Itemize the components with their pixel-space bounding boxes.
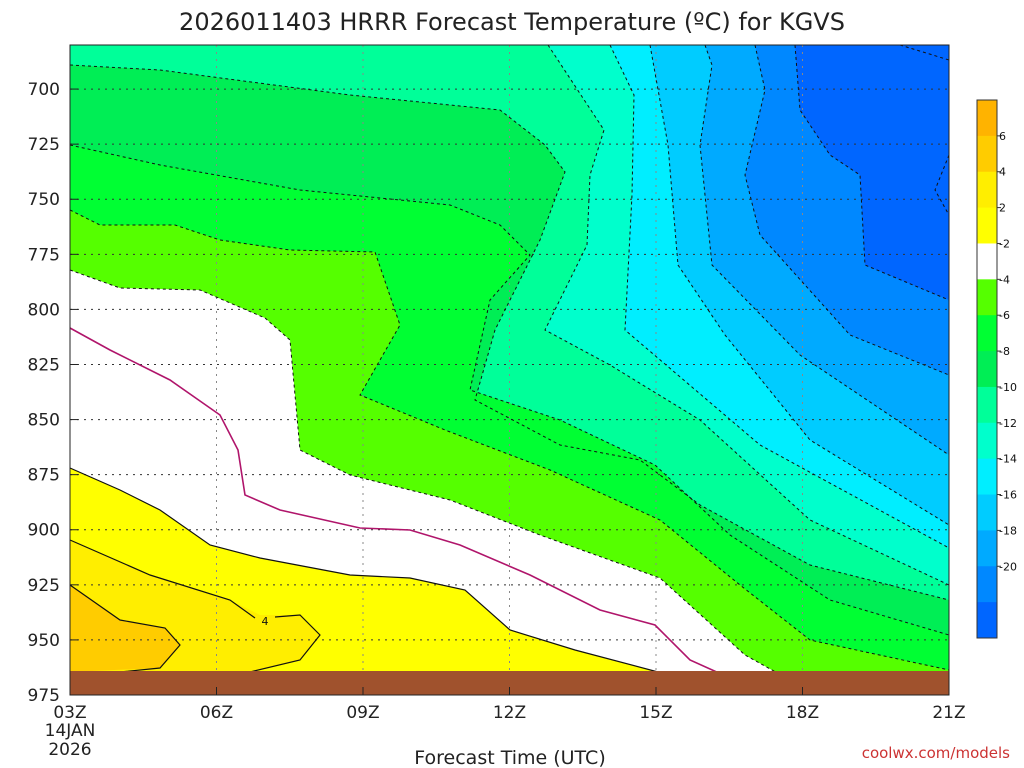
isotherm-dashed	[69, 64, 950, 601]
colorbar-tick-label: 4	[999, 166, 1006, 179]
y-tick-label: 825	[28, 355, 60, 375]
colorbar-swatch	[977, 315, 997, 352]
x-tick-label: 03Z	[53, 703, 86, 723]
y-tick-label: 775	[28, 245, 60, 265]
isotherm-dashed	[609, 44, 950, 549]
x-axis-label: Forecast Time (UTC)	[414, 747, 605, 768]
colorbar-swatch	[977, 566, 997, 603]
y-tick-label: 700	[28, 80, 60, 100]
colorbar: 6 4 2 -2 -4 -6 -8 -10 -12 -14 -16 -18 -20	[976, 99, 1017, 639]
y-tick-label: 925	[28, 576, 60, 596]
colorbar-tick-label: -12	[999, 417, 1017, 430]
credit-text: coolwx.com/models	[862, 744, 1010, 762]
colorbar-swatch	[977, 243, 997, 280]
colorbar-tick-label: -20	[999, 560, 1017, 573]
colorbar-swatch	[977, 279, 997, 316]
chart-title: 2026011403 HRRR Forecast Temperature (ºC…	[179, 8, 845, 36]
y-tick-label: 750	[28, 190, 60, 210]
isotherm-dashed	[794, 44, 950, 301]
colorbar-tick-label: -2	[999, 237, 1010, 250]
x-tick-label: 12Z	[493, 703, 526, 723]
colorbar-tick-label: -4	[999, 273, 1010, 286]
contour-label: 4	[262, 615, 269, 628]
isotherm-dashed	[649, 44, 950, 526]
isotherm-solid	[69, 539, 256, 619]
colorbar-tick-label: -6	[999, 309, 1010, 322]
y-tick-label: 850	[28, 411, 60, 431]
y-tick-label: 800	[28, 300, 60, 320]
x-tick-label: 09Z	[346, 703, 379, 723]
x-tick-label: 18Z	[786, 703, 819, 723]
colorbar-swatch	[977, 386, 997, 424]
x-start-year: 2026	[48, 740, 91, 760]
y-tick-label: 875	[28, 466, 60, 486]
colorbar-tick-label: -18	[999, 524, 1017, 537]
x-tick-label: 15Z	[639, 703, 672, 723]
colorbar-tick-label: -14	[999, 453, 1017, 466]
y-tick-label: 900	[28, 521, 60, 541]
isotherm-contours: 4	[69, 44, 950, 681]
x-axis: 03Z 06Z 09Z 12Z 15Z 18Z 21Z	[53, 687, 966, 723]
y-tick-label: 975	[28, 686, 60, 706]
colorbar-tick-label: -8	[999, 345, 1010, 358]
colorbar-tick-label: 6	[999, 130, 1006, 143]
y-tick-label: 725	[28, 135, 60, 155]
isotherm-dashed	[544, 44, 950, 586]
x-start-day: 14JAN	[45, 721, 96, 741]
isotherm-dashed	[69, 209, 950, 671]
isotherm-solid	[69, 467, 659, 673]
colorbar-swatch	[977, 458, 997, 496]
isotherm-dashed	[744, 44, 950, 376]
isotherm-dashed	[69, 144, 950, 636]
colorbar-swatch	[977, 602, 997, 639]
colorbar-frame	[976, 99, 998, 639]
colorbar-swatch	[977, 207, 997, 244]
colorbar-swatch	[977, 171, 997, 209]
freezing-isotherm	[69, 327, 731, 679]
x-tick-label: 06Z	[200, 703, 233, 723]
colorbar-swatch	[977, 351, 997, 388]
isotherm-dashed	[699, 44, 950, 456]
colorbar-tick-label: -16	[999, 489, 1017, 502]
colorbar-swatch	[977, 100, 997, 137]
plot-area: 4	[69, 44, 950, 696]
isotherm-solid	[69, 584, 181, 673]
y-tick-label: 950	[28, 631, 60, 651]
colorbar-swatch	[977, 135, 997, 173]
colorbar-swatch	[977, 422, 997, 460]
colorbar-swatch	[977, 494, 997, 531]
isotherm-dashed	[934, 154, 950, 216]
colorbar-tick-label: -10	[999, 381, 1017, 394]
isotherm-solid	[249, 614, 321, 673]
fill-region	[70, 585, 180, 672]
temperature-fill-regions	[70, 45, 949, 695]
y-axis: 700 725 750 775 800 825 850 875 900 925 950 975	[28, 80, 78, 706]
colorbar-tick-label: 2	[999, 202, 1006, 215]
isotherm-dashed	[899, 44, 950, 61]
x-tick-label: 21Z	[932, 703, 965, 723]
colorbar-swatch	[977, 530, 997, 567]
